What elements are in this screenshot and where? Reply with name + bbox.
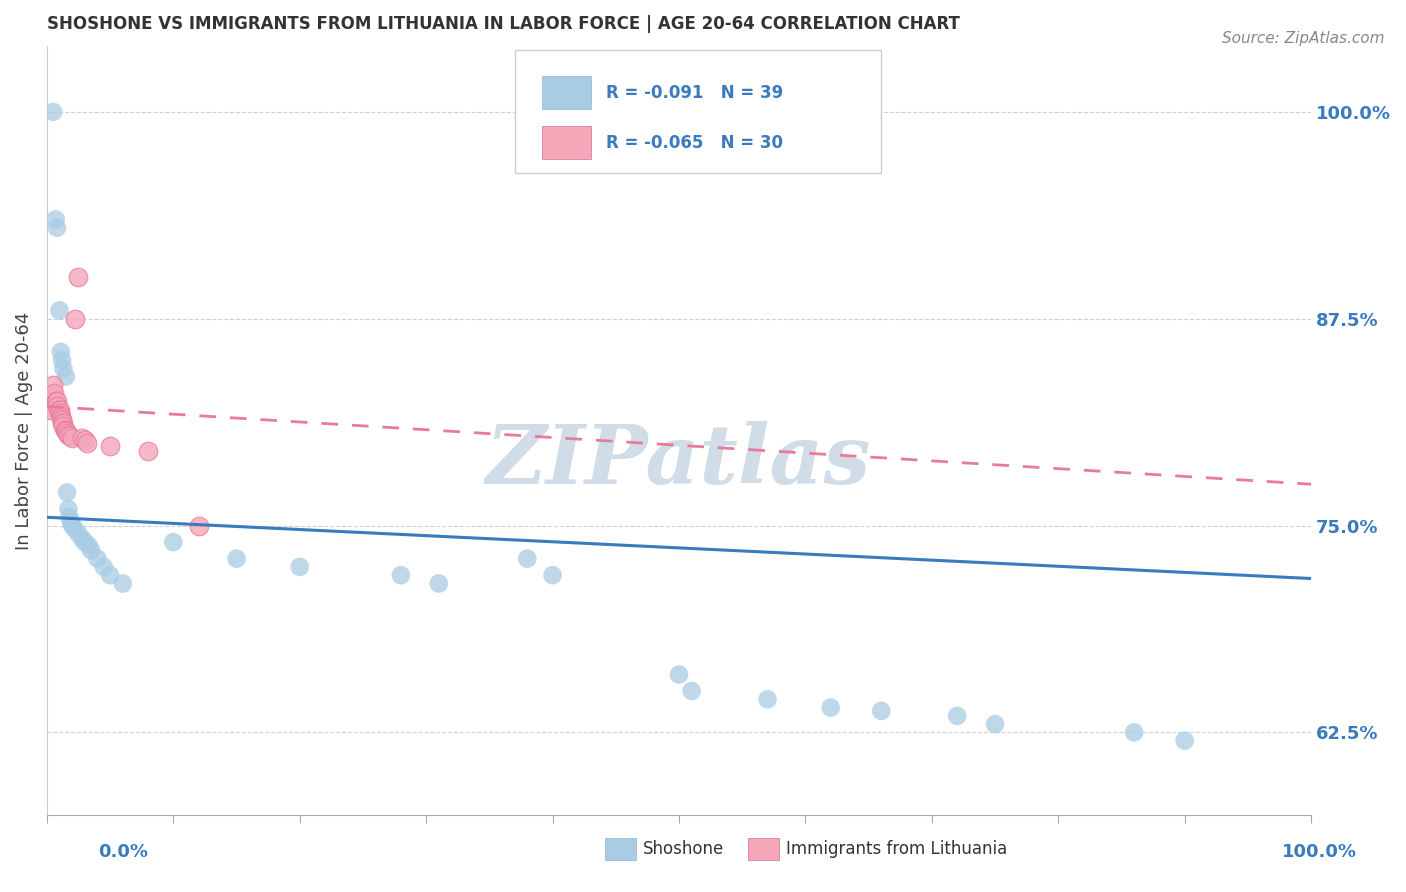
Point (51, 416, 73, 430)
Point (60, 431, 83, 445)
FancyBboxPatch shape (543, 77, 591, 109)
Point (98, 568, 121, 582)
Point (52, 416, 75, 430)
Point (93, 560, 115, 574)
Point (46, 400, 69, 414)
Point (49, 409, 72, 424)
Point (55, 424, 77, 438)
Point (756, 692, 779, 706)
Point (1123, 725, 1146, 739)
Text: R = -0.065   N = 30: R = -0.065 N = 30 (606, 134, 783, 152)
Y-axis label: In Labor Force | Age 20-64: In Labor Force | Age 20-64 (15, 311, 32, 549)
Point (42, 378, 65, 392)
Point (516, 551, 538, 566)
Point (53, 423, 76, 437)
Point (870, 704, 893, 718)
Point (73, 535, 96, 549)
Point (187, 518, 209, 533)
Point (76, 435, 98, 450)
Text: Source: ZipAtlas.com: Source: ZipAtlas.com (1222, 31, 1385, 46)
Text: Shoshone: Shoshone (643, 840, 724, 858)
Point (49, 344, 72, 359)
Point (984, 717, 1007, 731)
Point (46, 402, 69, 417)
Point (46, 220, 69, 235)
Point (72, 532, 94, 546)
Point (681, 684, 703, 698)
Point (55, 369, 77, 384)
Text: 0.0%: 0.0% (98, 843, 149, 861)
Point (946, 709, 969, 723)
Point (162, 535, 184, 549)
Point (58, 502, 80, 516)
Point (46, 394, 69, 409)
FancyBboxPatch shape (543, 127, 591, 159)
Point (51, 353, 73, 368)
Point (541, 568, 564, 582)
Point (48, 402, 70, 417)
Point (45, 212, 67, 227)
Point (820, 700, 842, 714)
Text: Immigrants from Lithuania: Immigrants from Lithuania (786, 840, 1007, 858)
Text: 100.0%: 100.0% (1282, 843, 1357, 861)
Point (63, 311, 86, 326)
Point (86, 551, 108, 566)
Point (60, 518, 83, 533)
Point (63, 522, 86, 536)
Point (67, 526, 90, 541)
Point (72, 431, 94, 445)
Point (427, 576, 450, 591)
Point (668, 667, 690, 681)
Point (73, 433, 96, 447)
Point (58, 427, 80, 442)
Point (98, 439, 121, 453)
Point (48, 303, 70, 318)
Point (111, 576, 134, 591)
Point (45, 394, 67, 409)
Point (136, 444, 159, 458)
Point (42, 104, 65, 119)
Point (49, 411, 72, 425)
Point (59, 515, 82, 529)
Point (56, 425, 79, 440)
Point (80, 543, 103, 558)
Point (1174, 733, 1197, 747)
Point (39, 402, 62, 417)
Text: ZIPatlas: ZIPatlas (486, 421, 872, 501)
Point (53, 423, 76, 437)
Point (48, 406, 70, 420)
Text: R = -0.091   N = 39: R = -0.091 N = 39 (606, 84, 783, 102)
Point (56, 485, 79, 500)
Point (52, 361, 75, 376)
Point (44, 386, 66, 401)
Point (225, 551, 247, 566)
Point (51, 412, 73, 426)
FancyBboxPatch shape (515, 50, 882, 173)
Point (59, 429, 82, 443)
Point (52, 419, 75, 434)
Point (77, 538, 100, 552)
Point (59, 510, 82, 524)
Point (389, 568, 412, 582)
Point (67, 270, 90, 285)
Point (288, 560, 311, 574)
Text: SHOSHONE VS IMMIGRANTS FROM LITHUANIA IN LABOR FORCE | AGE 20-64 CORRELATION CHA: SHOSHONE VS IMMIGRANTS FROM LITHUANIA IN… (46, 15, 960, 33)
